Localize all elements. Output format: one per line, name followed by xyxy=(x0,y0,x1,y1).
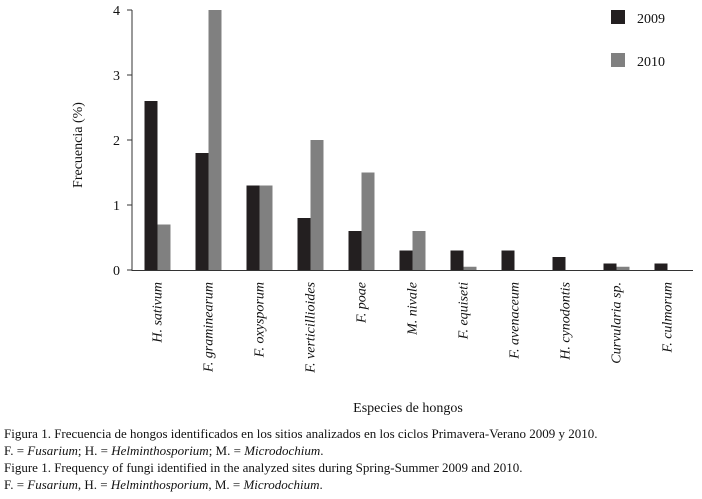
bar-2009 xyxy=(552,257,566,270)
x-tick-label: F. poae xyxy=(355,282,370,324)
caption-abbrev-english: F. = Fusarium, H. = Helminthosporium, M.… xyxy=(4,476,598,493)
caption-text: F. = xyxy=(4,477,28,492)
legend-swatch-2010 xyxy=(611,53,625,67)
caption-text: , M. = xyxy=(208,477,244,492)
x-tick-label: F. verticillioides xyxy=(304,281,319,373)
y-tick-label: 4 xyxy=(113,4,120,19)
y-axis-title: Frecuencia (%) xyxy=(71,102,86,188)
legend-label-2010: 2010 xyxy=(637,55,665,70)
y-tick-label: 2 xyxy=(113,134,120,149)
caption-text: F. = xyxy=(4,443,28,458)
bar-2009 xyxy=(297,218,311,270)
bars-group xyxy=(144,10,668,270)
x-tick-label: F. graminearum xyxy=(202,282,217,373)
bar-2009 xyxy=(348,231,362,270)
caption-text: . xyxy=(319,477,323,492)
bar-2010 xyxy=(208,10,222,270)
caption-line-english: Figure 1. Frequency of fungi identified … xyxy=(4,460,523,475)
x-tick-label: Curvularia sp. xyxy=(610,282,625,364)
x-tick-label: H. cynodontis xyxy=(559,281,574,360)
legend-label-2009: 2009 xyxy=(637,12,665,27)
y-tick-label: 1 xyxy=(113,199,120,214)
x-axis-category-labels: H. sativum F. graminearum F. oxysporum F. v… xyxy=(151,281,676,373)
bar-2009 xyxy=(144,101,158,270)
caption-genus-helminthosporium: Helminthosporium xyxy=(111,443,209,458)
bar-2010 xyxy=(310,140,324,270)
caption-genus-fusarium: Fusarium xyxy=(27,477,78,492)
bar-2009 xyxy=(501,250,515,270)
bar-2009 xyxy=(246,185,260,270)
bar-2010 xyxy=(259,185,273,270)
bar-2010 xyxy=(463,266,477,270)
bar-2009 xyxy=(603,263,617,270)
y-axis-ticks: 0 1 2 3 4 xyxy=(113,4,132,279)
x-tick-label: F. culmorum xyxy=(661,282,676,354)
bar-chart: 0 1 2 3 4 H. sativum F. graminearum F. oxyspor… xyxy=(71,4,693,416)
bar-2009 xyxy=(195,153,209,270)
bar-2009 xyxy=(654,263,668,270)
bar-2009 xyxy=(450,250,464,270)
caption-text: , H. = xyxy=(77,477,111,492)
caption-genus-helminthosporium: Helminthosporium xyxy=(110,477,209,492)
caption-text: . xyxy=(320,443,324,458)
bar-2010 xyxy=(157,224,171,270)
caption-genus-fusarium: Fusarium xyxy=(27,443,78,458)
caption-abbrev-spanish: F. = Fusarium; H. = Helminthosporium; M.… xyxy=(4,442,598,459)
caption-text: ; H. = xyxy=(77,443,112,458)
x-tick-label: F. equiseti xyxy=(457,282,472,340)
y-tick-label: 3 xyxy=(113,69,120,84)
bar-2009 xyxy=(399,250,413,270)
x-tick-label: H. sativum xyxy=(151,282,166,344)
y-tick-label: 0 xyxy=(113,264,120,279)
caption-line-spanish: Figura 1. Frecuencia de hongos identific… xyxy=(4,426,598,441)
legend: 2009 2010 xyxy=(611,10,665,70)
legend-swatch-2009 xyxy=(611,10,625,24)
caption-text: ; M. = xyxy=(208,443,245,458)
bar-2010 xyxy=(412,231,426,270)
bar-2010 xyxy=(361,172,375,270)
x-tick-label: M. nivale xyxy=(406,282,421,336)
caption-genus-microdochium: Microdochium xyxy=(243,477,320,492)
x-tick-label: F. oxysporum xyxy=(253,282,268,358)
figure-caption: Figura 1. Frecuencia de hongos identific… xyxy=(4,425,598,493)
x-axis-title: Especies de hongos xyxy=(353,401,463,416)
caption-genus-microdochium: Microdochium xyxy=(244,443,321,458)
x-tick-label: F. avenaceum xyxy=(508,282,523,360)
bar-2010 xyxy=(616,266,630,270)
